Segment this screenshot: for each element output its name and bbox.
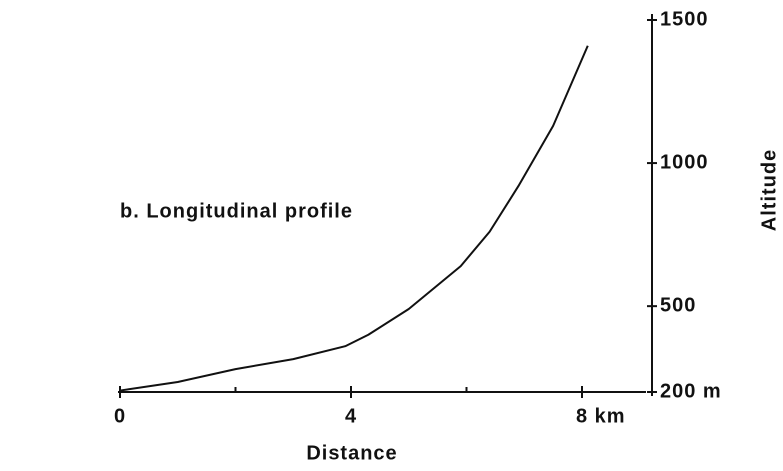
y-tick-label: 1000 xyxy=(660,151,709,173)
y-tick-label: 500 xyxy=(660,294,696,316)
y-tick-label: 200 m xyxy=(660,380,722,402)
x-tick-label: 4 xyxy=(345,405,357,427)
chart-title: b. Longitudinal profile xyxy=(120,200,353,222)
x-axis-label: Distance xyxy=(306,442,397,464)
line xyxy=(119,45,589,392)
x-tick-label: 8 km xyxy=(576,405,626,427)
y-axis-label: Altitude xyxy=(758,149,780,231)
y-tick-label: 1500 xyxy=(660,8,709,30)
x-tick-label: 0 xyxy=(114,405,126,427)
